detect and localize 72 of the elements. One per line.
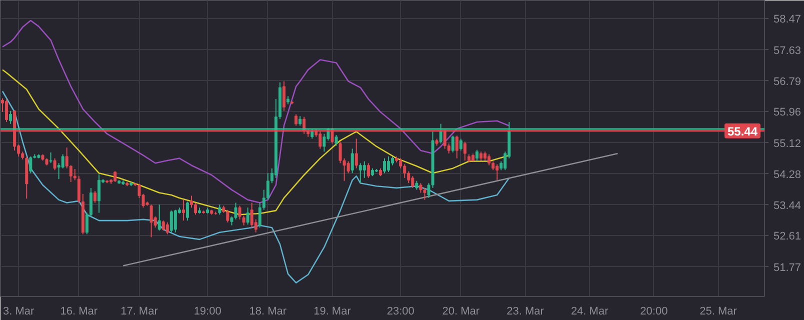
x-tick-label: 3. Mar: [3, 306, 35, 318]
candlestick: [174, 209, 177, 233]
y-tick-label: 54.28: [774, 168, 802, 181]
x-tick-label: 23:00: [386, 306, 414, 318]
x-tick-label: 19:00: [194, 306, 222, 318]
candlestick: [218, 204, 222, 216]
candlestick: [158, 204, 161, 232]
candlestick: [226, 209, 230, 223]
candlestick: [77, 176, 80, 204]
candlestick: [162, 220, 165, 232]
candlestick: [488, 154, 491, 166]
y-tick-label: 52.61: [774, 230, 802, 243]
candlestick: [334, 134, 338, 146]
candlestick: [73, 168, 76, 181]
candlestick: [238, 205, 242, 220]
candlestick: [411, 176, 414, 188]
candlestick: [358, 162, 362, 184]
y-tick-label: 51.77: [774, 262, 802, 274]
y-tick-label: 53.44: [774, 200, 802, 212]
candlestick: [298, 116, 302, 126]
candlestick: [338, 141, 342, 164]
candlestick: [496, 164, 499, 181]
candlestick: [166, 222, 169, 235]
candlestick: [354, 138, 358, 169]
candlestick: [476, 149, 478, 162]
candlestick: [282, 80, 286, 112]
candlestick: [403, 164, 406, 178]
candlestick: [170, 210, 173, 233]
candlestick: [459, 138, 462, 152]
candlestick: [362, 160, 366, 178]
x-tick-label: 17. Mar: [120, 306, 158, 318]
candlestick: [387, 156, 390, 173]
candlestick: [98, 174, 101, 214]
candlestick: [246, 207, 250, 226]
candlestick: [150, 204, 153, 238]
candlestick: [5, 98, 8, 123]
candlestick: [49, 152, 52, 164]
ref-line-label: 55.44: [727, 124, 758, 138]
candlestick: [53, 158, 56, 171]
candlestick: [383, 158, 386, 174]
x-tick-label: 20. Mar: [442, 306, 480, 318]
candlestick: [194, 202, 198, 216]
candlestick: [61, 154, 64, 169]
x-tick-label: 25. Mar: [700, 306, 738, 318]
candlestick: [250, 202, 254, 228]
candlestick: [234, 202, 238, 220]
candlestick: [186, 201, 189, 222]
candlestick: [463, 141, 466, 162]
x-tick-label: 19. Mar: [314, 306, 352, 318]
line-series: [2, 20, 510, 204]
candlestick: [350, 148, 354, 174]
candlestick: [294, 114, 298, 126]
candlestick: [439, 123, 442, 144]
candlestick: [9, 110, 12, 124]
y-tick-label: 55.96: [774, 106, 802, 119]
line-series: [2, 90, 510, 284]
x-tick-label: 23. Mar: [506, 306, 544, 318]
x-tick-label: 20:00: [640, 306, 668, 318]
y-tick-label: 55.12: [774, 138, 802, 150]
y-tick-label: 56.79: [774, 76, 802, 88]
candlestick: [366, 162, 370, 178]
candlestick: [182, 199, 185, 222]
candlestick: [451, 135, 454, 153]
candlestick: [29, 156, 32, 174]
x-tick-label: 16. Mar: [60, 306, 98, 318]
y-tick-label: 58.47: [774, 14, 802, 26]
candlestick: [423, 187, 426, 200]
y-tick-label: 57.63: [774, 44, 802, 57]
candlestick: [94, 190, 96, 204]
candlestick: [455, 135, 458, 159]
x-tick-label: 18. Mar: [249, 306, 287, 318]
x-tick-label: 24. Mar: [570, 306, 609, 318]
